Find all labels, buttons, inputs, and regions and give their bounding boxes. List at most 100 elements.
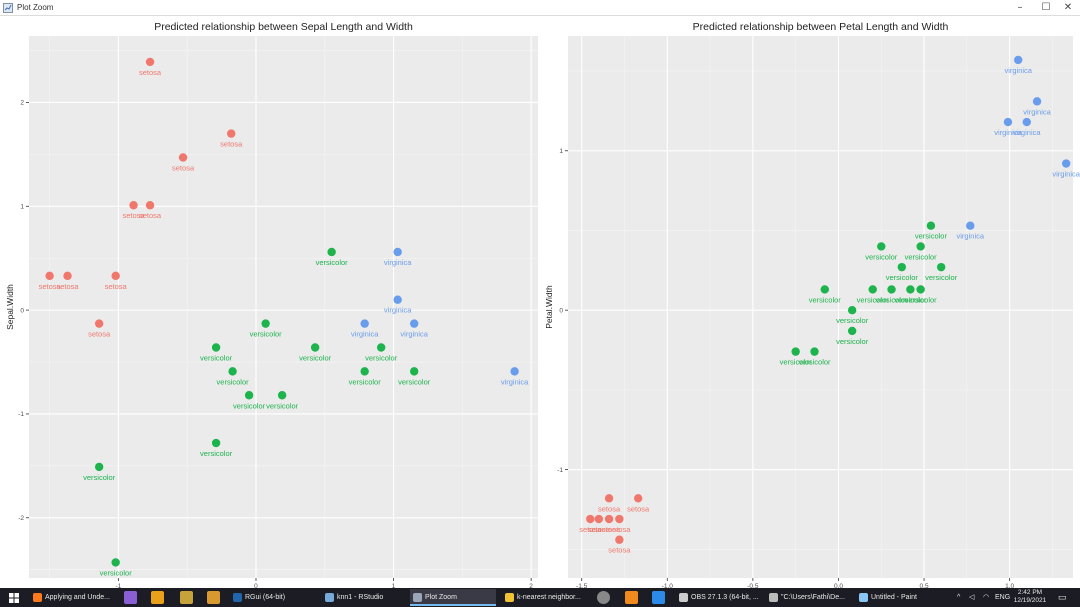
data-label-versicolor: versicolor <box>925 273 958 282</box>
sticky-notes-icon[interactable] <box>180 591 193 604</box>
vlc-icon[interactable] <box>625 591 638 604</box>
taskbar-app-3[interactable]: knn1 - RStudio <box>322 589 406 606</box>
x-tick-label: 0.0 <box>834 583 843 588</box>
data-label-setosa: setosa <box>122 211 145 220</box>
vscode-icon[interactable] <box>652 591 665 604</box>
data-point-virginica <box>1032 97 1042 106</box>
clock[interactable]: 2:42 PM 12/19/2021 <box>1010 589 1050 605</box>
data-label-versicolor: versicolor <box>365 353 398 362</box>
data-point-versicolor <box>327 247 336 257</box>
data-point-versicolor <box>887 285 896 294</box>
data-point-setosa <box>145 201 155 210</box>
data-point-setosa <box>145 57 155 67</box>
data-point-versicolor <box>94 462 104 472</box>
data-point-versicolor <box>847 305 857 315</box>
data-label-versicolor: versicolor <box>865 252 898 261</box>
taskbar-app-6[interactable]: OBS 27.1.3 (64-bit, ... <box>676 589 762 606</box>
data-label-versicolor: versicolor <box>299 353 332 362</box>
data-label-setosa: setosa <box>598 525 621 534</box>
taskbar-app-label: Applying and Unde... <box>45 594 110 601</box>
data-point-versicolor <box>261 319 270 328</box>
data-point-setosa <box>111 271 120 281</box>
data-point-versicolor <box>847 326 857 336</box>
data-point-setosa <box>615 514 624 524</box>
taskbar-app-label: k-nearest neighbor... <box>517 594 581 601</box>
taskbar-app-label: Untitled - Paint <box>871 594 917 601</box>
settings-gear-icon[interactable] <box>597 591 610 604</box>
data-label-setosa: setosa <box>105 282 128 291</box>
data-point-setosa <box>604 514 614 524</box>
data-label-virginica: virginica <box>384 258 412 267</box>
data-point-virginica <box>1014 55 1023 65</box>
taskbar-app-2[interactable]: RGui (64-bit) <box>230 589 320 606</box>
data-point-versicolor <box>926 221 936 230</box>
data-label-setosa: setosa <box>39 282 62 291</box>
file-explorer-pin-icon[interactable] <box>207 591 220 604</box>
data-point-virginica <box>393 247 402 257</box>
data-label-versicolor: versicolor <box>233 401 266 410</box>
data-point-setosa <box>586 514 595 524</box>
data-label-setosa: setosa <box>56 282 79 291</box>
firefox-icon <box>33 593 42 602</box>
windows-start-icon[interactable] <box>8 588 20 607</box>
data-point-versicolor <box>211 343 221 352</box>
data-label-setosa: setosa <box>220 140 243 149</box>
data-point-versicolor <box>868 285 877 294</box>
data-point-versicolor <box>791 347 800 356</box>
data-label-setosa: setosa <box>579 525 602 534</box>
data-point-virginica <box>1022 117 1031 127</box>
visual-studio-icon[interactable] <box>124 591 137 604</box>
data-point-versicolor <box>409 367 419 376</box>
taskbar-app-4[interactable]: Plot Zoom <box>410 589 496 606</box>
taskbar-app-label: "C:\Users\Fathi\De... <box>781 594 845 601</box>
y-tick-label: 0 <box>20 307 24 314</box>
data-label-virginica: virginica <box>501 377 529 386</box>
data-label-versicolor: versicolor <box>266 401 299 410</box>
taskbar-app-5[interactable]: k-nearest neighbor... <box>502 589 588 606</box>
data-point-versicolor <box>936 262 946 272</box>
data-label-versicolor: versicolor <box>217 377 250 386</box>
taskbar-app-label: knn1 - RStudio <box>337 594 384 601</box>
plot-title: Predicted relationship between Sepal Len… <box>154 21 413 33</box>
data-point-setosa <box>129 201 138 210</box>
data-point-setosa <box>63 271 72 281</box>
x-tick-label: -1.5 <box>576 583 588 588</box>
data-point-versicolor <box>277 391 287 400</box>
folder-icon <box>505 593 514 602</box>
x-tick-label: -1.0 <box>662 583 674 588</box>
plot-icon <box>413 593 422 602</box>
y-tick-label: -1 <box>18 411 24 418</box>
minimize-button[interactable]: – <box>1017 2 1023 13</box>
start-tiles-icon[interactable] <box>151 591 164 604</box>
maximize-button[interactable]: ☐ <box>1041 2 1051 13</box>
data-point-versicolor <box>877 242 886 251</box>
window-title: Plot Zoom <box>17 3 54 12</box>
network-icon[interactable]: ◠ <box>983 594 990 601</box>
data-point-setosa <box>94 319 104 328</box>
data-label-virginica: virginica <box>400 330 428 339</box>
language-indicator[interactable]: ENG <box>995 594 1011 601</box>
taskbar-app-7[interactable]: "C:\Users\Fathi\De... <box>766 589 852 606</box>
data-label-versicolor: versicolor <box>886 273 919 282</box>
plot-canvas: -1 0 1 2 -2 -1 0 1 2 Predicted relationship betwe… <box>5 21 1080 588</box>
data-label-setosa: setosa <box>139 211 162 220</box>
taskbar-app-1[interactable]: Applying and Unde... <box>30 589 118 606</box>
data-label-versicolor: versicolor <box>836 316 869 325</box>
taskbar-app-8[interactable]: Untitled - Paint <box>856 589 942 606</box>
volume-icon[interactable]: ◁ <box>969 594 975 601</box>
x-tick-label: 1 <box>392 583 396 588</box>
data-label-setosa: setosa <box>608 546 631 555</box>
data-point-versicolor <box>916 285 925 294</box>
data-label-setosa: setosa <box>588 525 611 534</box>
data-point-versicolor <box>211 438 221 448</box>
data-label-setosa: setosa <box>88 330 111 339</box>
close-button[interactable]: ✕ <box>1063 2 1073 13</box>
x-tick-label: 2 <box>529 583 533 588</box>
data-point-setosa <box>594 514 604 524</box>
data-label-virginica: virginica <box>957 232 985 241</box>
notification-icon[interactable]: ▭ <box>1058 592 1067 602</box>
data-point-setosa <box>45 271 54 281</box>
y-tick-label: -1 <box>557 467 563 474</box>
data-point-virginica <box>510 367 519 376</box>
tray-chevron-icon[interactable]: ^ <box>957 594 961 601</box>
